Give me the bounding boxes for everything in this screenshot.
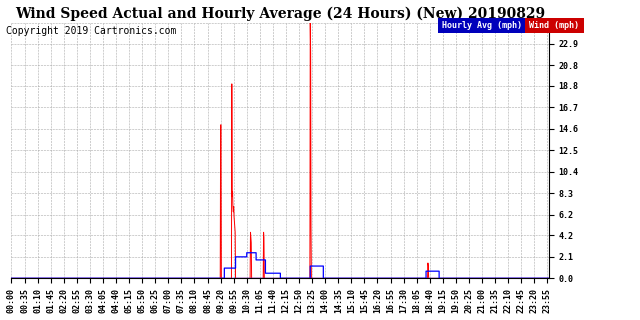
- Text: Hourly Avg (mph): Hourly Avg (mph): [442, 21, 522, 30]
- Text: Wind (mph): Wind (mph): [529, 21, 579, 30]
- Text: Copyright 2019 Cartronics.com: Copyright 2019 Cartronics.com: [6, 26, 177, 36]
- Title: Wind Speed Actual and Hourly Average (24 Hours) (New) 20190829: Wind Speed Actual and Hourly Average (24…: [15, 7, 545, 21]
